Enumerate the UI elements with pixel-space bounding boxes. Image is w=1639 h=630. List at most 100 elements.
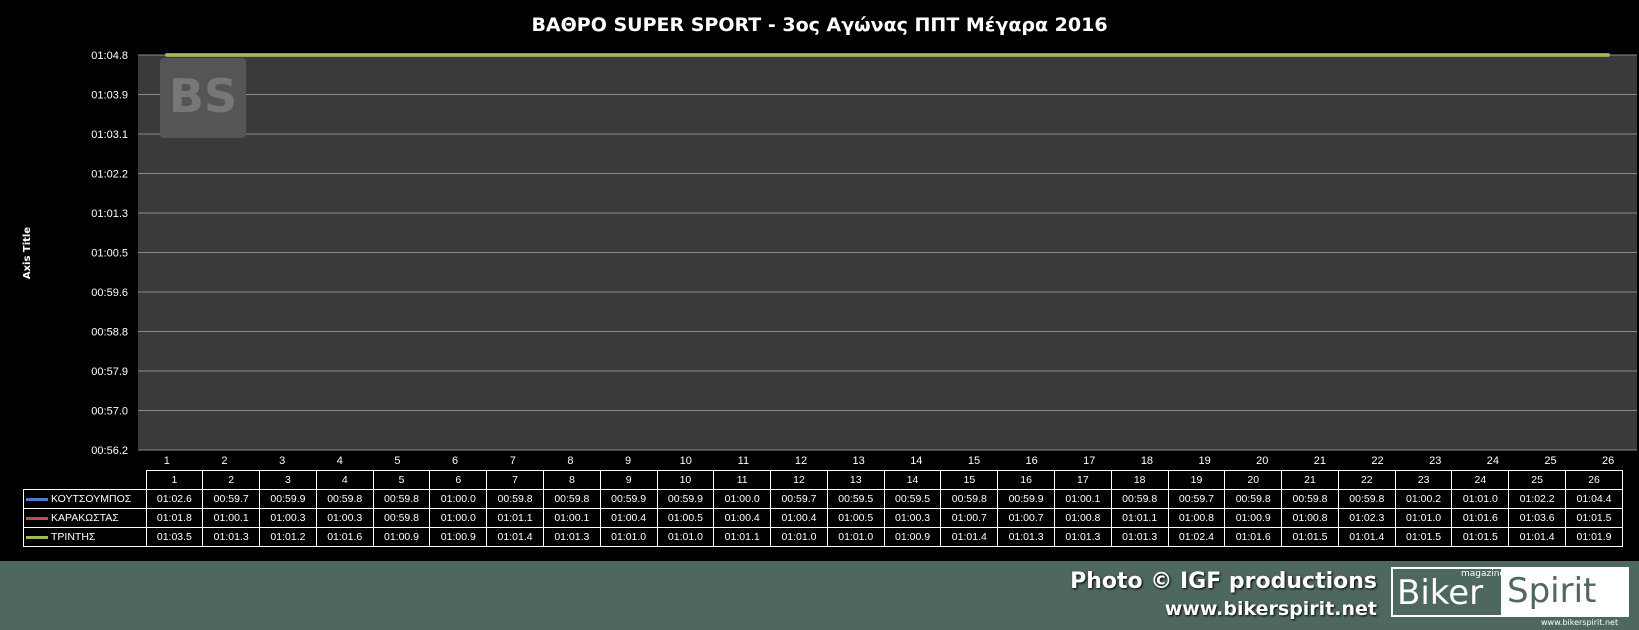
y-tick-label: 00:57.0 (91, 406, 128, 418)
x-tick-label: 26 (1602, 455, 1614, 467)
table-header-cell: 22 (1337, 470, 1396, 490)
table-cell: 01:03.5 (145, 527, 204, 547)
data-point (684, 53, 688, 57)
logo-url: www.bikerspirit.net (1541, 618, 1619, 627)
series-name-cell: ΚΟΥΤΣΟΥΜΠΟΣ (23, 489, 147, 509)
table-header-cell: 23 (1394, 470, 1453, 490)
table-header-cell: 26 (1565, 470, 1623, 490)
table-cell: 01:00.5 (656, 508, 715, 528)
table-cell: 01:00.1 (542, 508, 601, 528)
table-cell: 00:59.8 (542, 489, 601, 509)
table-row: ΤΡΙΝΤΗΣ 01:03.5 01:01.3 01:01.2 01:01.6 01:00… (23, 527, 1623, 547)
table-cell: 01:01.4 (486, 527, 544, 547)
table-cell: 01:01.6 (1224, 527, 1283, 547)
table-cell: 01:01.0 (826, 527, 885, 547)
data-point (1606, 53, 1610, 57)
x-tick-label: 7 (510, 455, 516, 467)
table-header-cell: 2 (202, 470, 261, 490)
table-header-cell: 16 (997, 470, 1055, 490)
table-cell: 01:00.1 (202, 508, 261, 528)
data-point (1549, 53, 1553, 57)
table-cell: 00:59.8 (315, 489, 374, 509)
table-header-cell: 3 (259, 470, 317, 490)
table-header-cell: 20 (1224, 470, 1283, 490)
table-cell: 00:59.8 (940, 489, 999, 509)
table-cell: 01:00.0 (429, 508, 488, 528)
x-tick-label: 5 (394, 455, 400, 467)
table-cell: 01:00.5 (826, 508, 885, 528)
data-point (1260, 53, 1264, 57)
table-cell: 01:01.4 (1508, 527, 1567, 547)
table-cell: 01:01.0 (599, 527, 658, 547)
table-header-cell: 7 (486, 470, 544, 490)
table-cell: 00:59.8 (1281, 489, 1339, 509)
y-axis-title: Axis Title (22, 227, 33, 280)
table-header-cell: 11 (713, 470, 772, 490)
data-table: 1 2 3 4 5 6 7 8 9 10 11 12 13 14 15 16 17 18 19 20 21 22 23 24 2… (23, 470, 1623, 547)
series-name: ΚΟΥΤΣΟΥΜΠΟΣ (51, 493, 132, 505)
x-tick-label: 16 (1026, 455, 1038, 467)
watermark-text: BS (169, 69, 237, 123)
x-axis-ticks: 1 2 3 4 5 6 7 8 9 10 11 12 13 14 15 16 17 18 19 20 21 22 23 24 2… (164, 455, 1615, 467)
x-tick-label: 9 (625, 455, 631, 467)
data-point (626, 53, 630, 57)
table-header-cell: 25 (1508, 470, 1567, 490)
photo-credit: Photo © IGF productions (1070, 569, 1377, 594)
data-point (1145, 53, 1149, 57)
series-lines (165, 53, 1610, 57)
y-tick-label: 01:03.9 (91, 90, 128, 102)
table-cell: 01:03.6 (1508, 508, 1567, 528)
table-cell: 00:59.8 (372, 489, 431, 509)
table-cell: 00:59.7 (1167, 489, 1226, 509)
data-point (511, 53, 515, 57)
data-point (165, 53, 169, 57)
table-cell: 01:01.1 (1110, 508, 1169, 528)
table-cell: 01:01.4 (940, 527, 999, 547)
table-header-cell: 13 (826, 470, 885, 490)
table-cell: 01:00.7 (940, 508, 999, 528)
table-cell: 00:59.5 (883, 489, 942, 509)
table-cell: 01:01.8 (145, 508, 204, 528)
chart-title: ΒΑΘΡΟ SUPER SPORT - 3ος Αγώνας ΠΠΤ Μέγαρ… (531, 14, 1108, 36)
data-point (741, 53, 745, 57)
table-cell: 01:00.7 (997, 508, 1055, 528)
series-name-cell: ΤΡΙΝΤΗΣ (23, 527, 147, 547)
series-name: ΤΡΙΝΤΗΣ (51, 531, 96, 543)
x-tick-label: 1 (164, 455, 170, 467)
legend-swatch (26, 535, 48, 539)
data-point (222, 53, 226, 57)
table-cell: 01:00.4 (770, 508, 828, 528)
table-cell: 01:01.0 (1451, 489, 1510, 509)
table-cell: 01:00.9 (429, 527, 488, 547)
x-tick-label: 14 (910, 455, 922, 467)
table-header-cell: 6 (429, 470, 488, 490)
table-cell: 01:00.3 (883, 508, 942, 528)
data-point (395, 53, 399, 57)
table-cell: 01:00.4 (599, 508, 658, 528)
table-header-cell: 21 (1281, 470, 1339, 490)
x-tick-label: 23 (1429, 455, 1441, 467)
table-cell: 01:00.3 (315, 508, 374, 528)
table-cell: 01:01.1 (486, 508, 544, 528)
data-point (1491, 53, 1495, 57)
table-cell: 00:59.9 (599, 489, 658, 509)
website-link[interactable]: www.bikerspirit.net (1164, 598, 1377, 620)
table-cell: 01:00.0 (713, 489, 772, 509)
table-cell: 01:01.3 (542, 527, 601, 547)
table-cell: 01:00.4 (713, 508, 772, 528)
table-cell: 01:01.3 (997, 527, 1055, 547)
x-tick-label: 13 (853, 455, 865, 467)
data-point (280, 53, 284, 57)
table-cell: 01:01.5 (1451, 527, 1510, 547)
x-tick-label: 17 (1083, 455, 1095, 467)
table-cell: 01:00.9 (1224, 508, 1283, 528)
data-point (914, 53, 918, 57)
table-row: ΚΟΥΤΣΟΥΜΠΟΣ 01:02.6 00:59.7 00:59.9 00:59.8 0… (23, 489, 1623, 509)
data-point (1030, 53, 1034, 57)
x-tick-label: 18 (1141, 455, 1153, 467)
table-cell: 01:01.0 (1394, 508, 1453, 528)
data-point (338, 53, 342, 57)
table-cell: 01:01.0 (770, 527, 828, 547)
table-cell: 01:01.6 (1451, 508, 1510, 528)
x-tick-label: 11 (738, 455, 749, 467)
